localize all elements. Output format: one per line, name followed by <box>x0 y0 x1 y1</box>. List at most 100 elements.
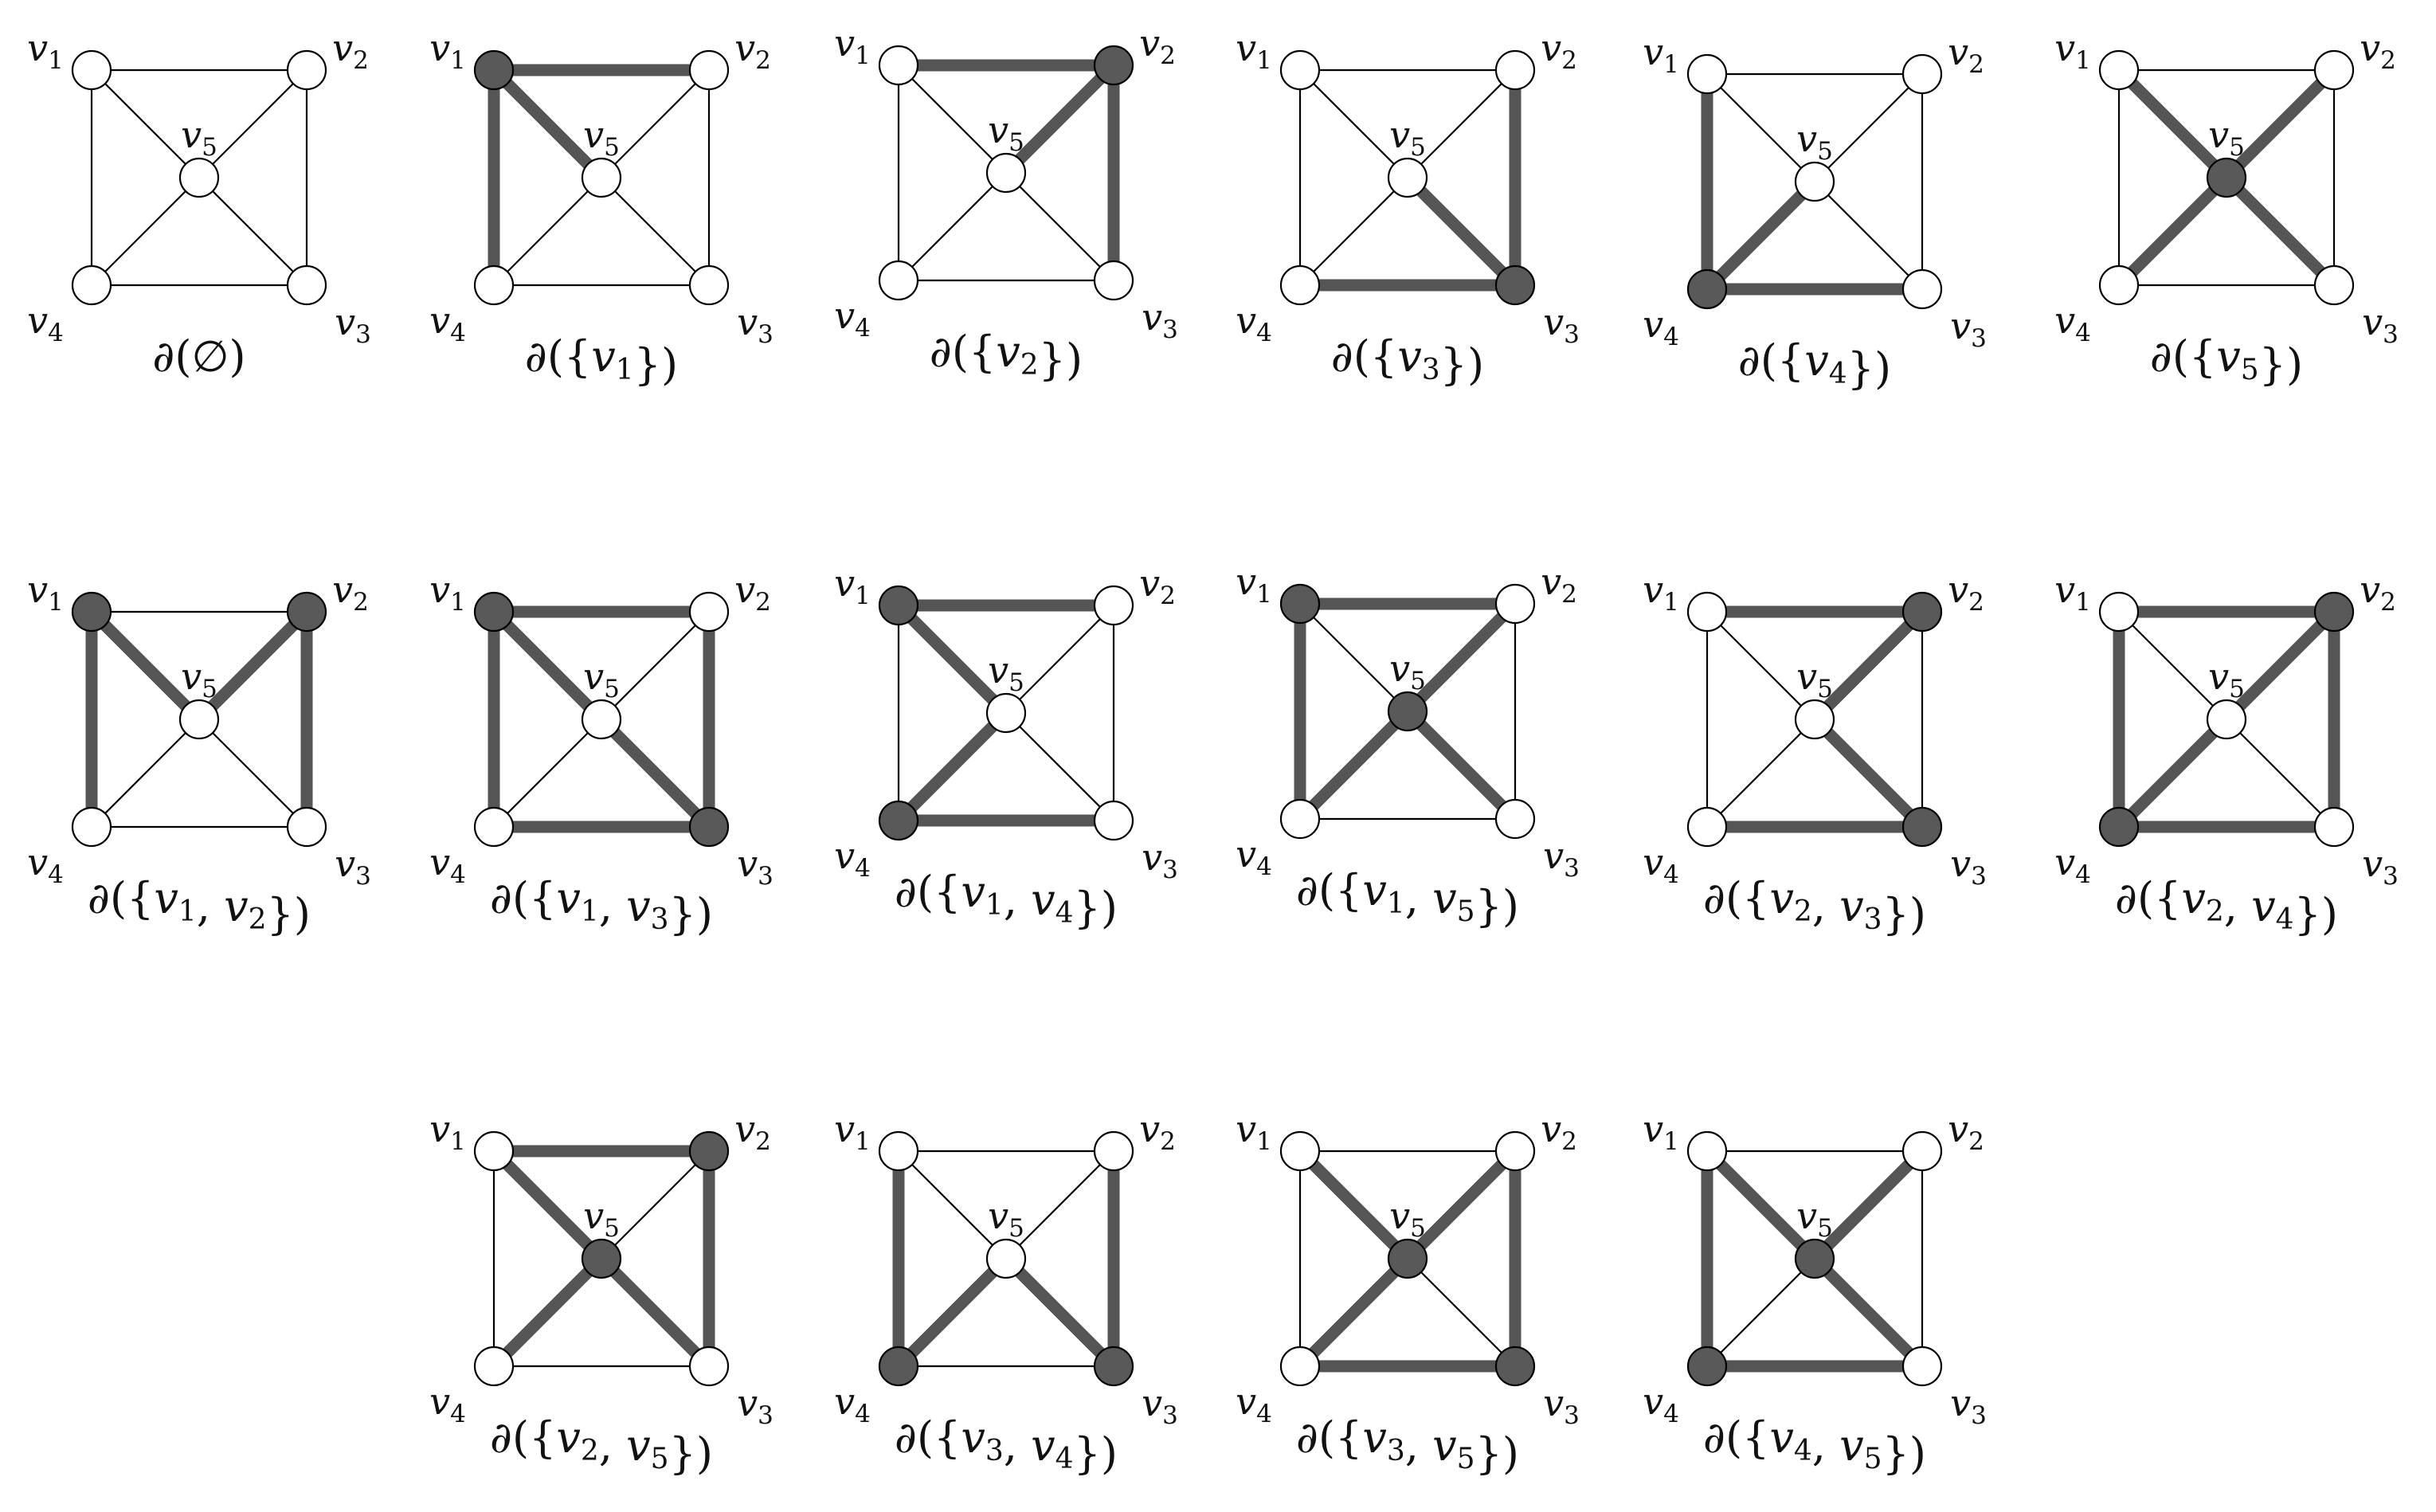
label-v1: v1 <box>1643 568 1679 617</box>
node-v4 <box>1279 264 1321 306</box>
label-v5: v5 <box>1389 113 1426 162</box>
label-v4: v4 <box>429 1380 466 1428</box>
label-v3: v3 <box>335 300 371 349</box>
label-v5: v5 <box>2208 655 2245 703</box>
label-v4: v4 <box>2054 840 2091 889</box>
label-v3: v3 <box>737 300 773 349</box>
graph-panel-5: v1 v2 v3 v4 v5 ∂({v4}) <box>1643 30 1987 394</box>
edge-v1-v5 <box>1706 73 1815 182</box>
edge-v1-v5 <box>91 69 200 178</box>
edge-v2-v5 <box>601 1150 710 1259</box>
node-v4-shaded <box>878 800 919 841</box>
edge-v1-v5 <box>898 1150 1007 1259</box>
cut-edge-v1-v5 <box>489 1146 606 1263</box>
panel-caption: ∂({v4, v5}) <box>1703 1412 1926 1479</box>
label-v1: v1 <box>1643 30 1679 79</box>
label-v4: v4 <box>429 299 466 347</box>
label-v2: v2 <box>2360 568 2396 617</box>
label-v4: v4 <box>834 1380 871 1428</box>
panel-caption: ∂({v2}) <box>930 327 1083 385</box>
cut-edge-v4-v5 <box>489 1254 606 1371</box>
label-v5: v5 <box>988 1194 1024 1243</box>
label-v5: v5 <box>583 113 620 162</box>
cut-edge-v2-v5 <box>2222 65 2339 182</box>
cut-edge-v1-v5 <box>489 65 606 182</box>
label-v4: v4 <box>27 840 64 889</box>
graph-panel-11: v1 v2 v3 v4 v5 ∂({v2, v3}) <box>1643 568 1987 939</box>
cut-edge-v3-v5 <box>1810 1254 1927 1371</box>
cut-edge-v3-v5 <box>597 715 714 832</box>
edge-v3-v5 <box>2226 719 2335 828</box>
node-v3-shaded <box>1494 1346 1536 1387</box>
node-v1 <box>878 1130 919 1172</box>
edge-v3-v5 <box>198 177 307 286</box>
node-v1 <box>1686 1130 1728 1172</box>
graph-panel-3: v1 v2 v3 v4 v5 ∂({v2}) <box>834 22 1178 385</box>
panel-caption: ∂({v4}) <box>1738 335 1891 394</box>
node-v1 <box>1686 53 1728 95</box>
cut-edge-v1-v5 <box>894 601 1011 718</box>
label-v2: v2 <box>734 26 771 75</box>
cut-edge-v2-v5 <box>1810 607 1927 724</box>
node-v5 <box>1387 157 1428 198</box>
node-v1-shaded <box>473 49 515 91</box>
cut-edge-v4-v5 <box>894 1254 1011 1371</box>
graph-panel-15: v1 v2 v3 v4 v5 ∂({v3, v5}) <box>1236 1107 1580 1479</box>
label-v4: v4 <box>1643 303 1679 351</box>
node-v2 <box>2313 49 2355 91</box>
graph-panel-16: v1 v2 v3 v4 v5 ∂({v4, v5}) <box>1643 1107 1987 1479</box>
label-v3: v3 <box>737 842 773 891</box>
label-v3: v3 <box>1142 296 1178 344</box>
node-v4 <box>71 806 112 848</box>
node-v1 <box>2098 49 2140 91</box>
node-v2-shaded <box>688 1130 730 1172</box>
cut-edge-v4-v5 <box>1702 177 1819 294</box>
node-v4 <box>473 806 515 848</box>
label-v4: v4 <box>1236 299 1272 347</box>
node-v1 <box>1279 1130 1321 1172</box>
node-v2 <box>688 591 730 633</box>
label-v4: v4 <box>1643 840 1679 889</box>
node-v1 <box>473 1130 515 1172</box>
edge-v3-v5 <box>601 177 710 286</box>
label-v3: v3 <box>335 842 371 891</box>
node-v4 <box>1686 806 1728 848</box>
label-v2: v2 <box>1139 22 1176 70</box>
label-v2: v2 <box>1139 1107 1176 1156</box>
cut-edge-v3-v5 <box>597 1254 714 1371</box>
panel-caption: ∂({v2, v5}) <box>490 1412 713 1479</box>
label-v3: v3 <box>1543 834 1580 883</box>
label-v3: v3 <box>2362 300 2399 349</box>
label-v3: v3 <box>2362 842 2399 891</box>
graph-panel-4: v1 v2 v3 v4 v5 ∂({v3}) <box>1236 26 1580 390</box>
edge-v4-v5 <box>493 719 602 828</box>
panel-caption: ∂({v5}) <box>2150 331 2303 390</box>
cut-edge-v2-v5 <box>2222 607 2339 724</box>
label-v5: v5 <box>583 1194 620 1243</box>
cut-edge-v2-v5 <box>194 607 311 724</box>
label-v5: v5 <box>988 648 1024 697</box>
label-v4: v4 <box>429 840 466 889</box>
label-v1: v1 <box>27 26 64 75</box>
node-v4-shaded <box>1686 268 1728 310</box>
label-v4: v4 <box>27 299 64 347</box>
label-v1: v1 <box>1236 1107 1272 1156</box>
node-v3-shaded <box>1901 806 1943 848</box>
label-v1: v1 <box>1643 1107 1679 1156</box>
node-v2 <box>688 49 730 91</box>
node-v1 <box>1279 49 1321 91</box>
label-v4: v4 <box>834 294 871 343</box>
node-v3 <box>2313 264 2355 306</box>
node-v2 <box>1901 1130 1943 1172</box>
graph-panel-1: v1 v2 v3 v4 v5 ∂(∅) <box>27 26 371 382</box>
label-v5: v5 <box>1796 655 1833 703</box>
label-v3: v3 <box>1142 836 1178 884</box>
label-v3: v3 <box>737 1381 773 1430</box>
cut-edge-v4-v5 <box>894 708 1011 825</box>
label-v3: v3 <box>1543 1381 1580 1430</box>
node-v3 <box>1494 798 1536 840</box>
label-v3: v3 <box>1950 1381 1987 1430</box>
cut-edge-v1-v5 <box>1702 1146 1819 1263</box>
cut-edge-v3-v5 <box>1403 173 1520 290</box>
